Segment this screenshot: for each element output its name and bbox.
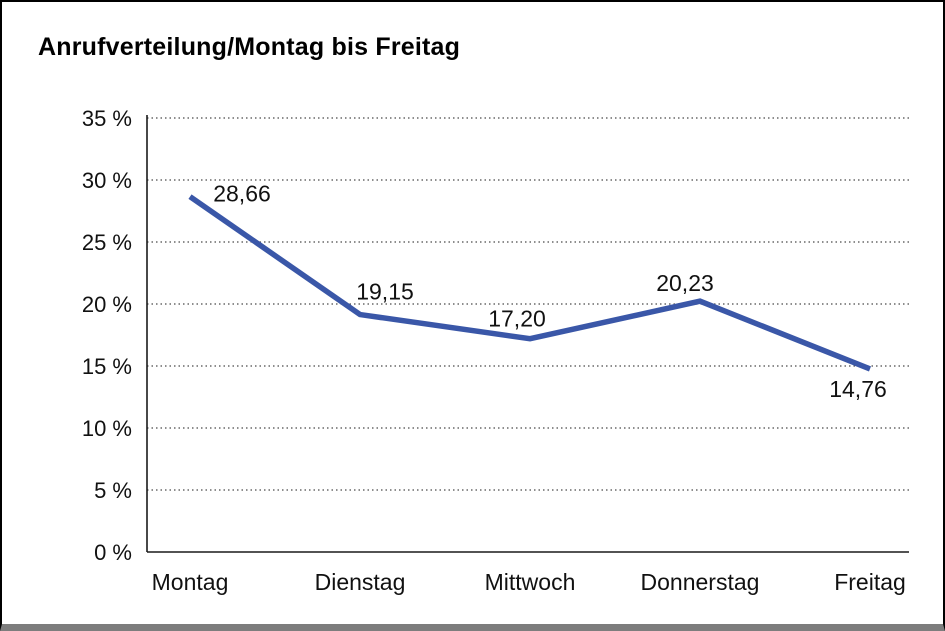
data-point-label: 17,20 [488, 306, 546, 332]
chart-title: Anrufverteilung/Montag bis Freitag [38, 33, 461, 61]
y-tick-label: 5 % [94, 478, 132, 503]
data-point-label: 20,23 [656, 270, 714, 296]
x-axis-label: Dienstag [315, 569, 406, 595]
x-axis-label: Montag [152, 569, 229, 595]
data-point-label: 14,76 [829, 376, 887, 402]
y-tick-label: 25 % [82, 230, 132, 255]
series-line [188, 194, 872, 372]
x-axis-label: Freitag [834, 569, 906, 595]
x-axis-label: Mittwoch [485, 569, 576, 595]
y-tick-label: 20 % [82, 292, 132, 317]
data-point-label: 28,66 [213, 181, 271, 207]
y-tick-label: 0 % [94, 540, 132, 565]
y-tick-label: 30 % [82, 168, 132, 193]
y-tick-label: 15 % [82, 354, 132, 379]
y-tick-label: 10 % [82, 416, 132, 441]
data-point-label: 19,15 [356, 279, 414, 305]
y-tick-label: 35 % [82, 106, 132, 131]
x-axis-label: Donnerstag [641, 569, 760, 595]
